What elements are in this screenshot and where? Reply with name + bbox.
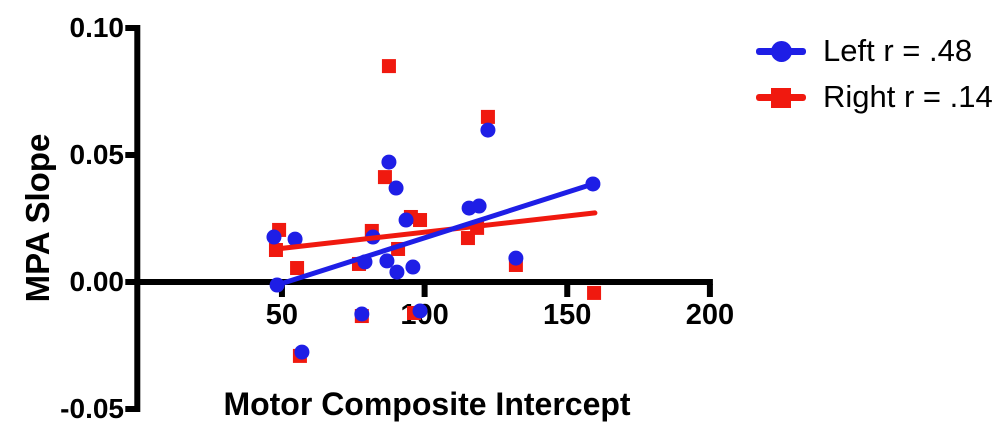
y-tick-label-0.05: 0.05 xyxy=(69,139,125,170)
right-square-marker-icon xyxy=(771,87,791,108)
legend: Left r = .48 Right r = .14 xyxy=(756,28,993,120)
y-tick-label-0.00: 0.00 xyxy=(69,266,125,297)
right-series-legend-marker xyxy=(756,85,806,109)
x-tick-label-200: 200 xyxy=(685,299,735,331)
y-tick-label-0.10: 0.10 xyxy=(69,12,125,43)
legend-item-right: Right r = .14 xyxy=(756,74,993,120)
x-tick-label-150: 150 xyxy=(543,299,592,331)
legend-label-right: Right r = .14 xyxy=(823,79,993,114)
left-series-legend-marker xyxy=(756,39,806,63)
x-tick-label-100: 100 xyxy=(400,299,449,331)
legend-item-left: Left r = .48 xyxy=(756,28,993,74)
left-circle-marker-icon xyxy=(770,40,792,62)
y-tick-label--0.05: -0.05 xyxy=(60,393,124,424)
x-axis-title: Motor Composite Intercept xyxy=(223,386,631,422)
x-tick-label-50: 50 xyxy=(265,299,299,331)
y-axis-title: MPA Slope xyxy=(19,133,56,303)
legend-label-left: Left r = .48 xyxy=(823,33,973,68)
